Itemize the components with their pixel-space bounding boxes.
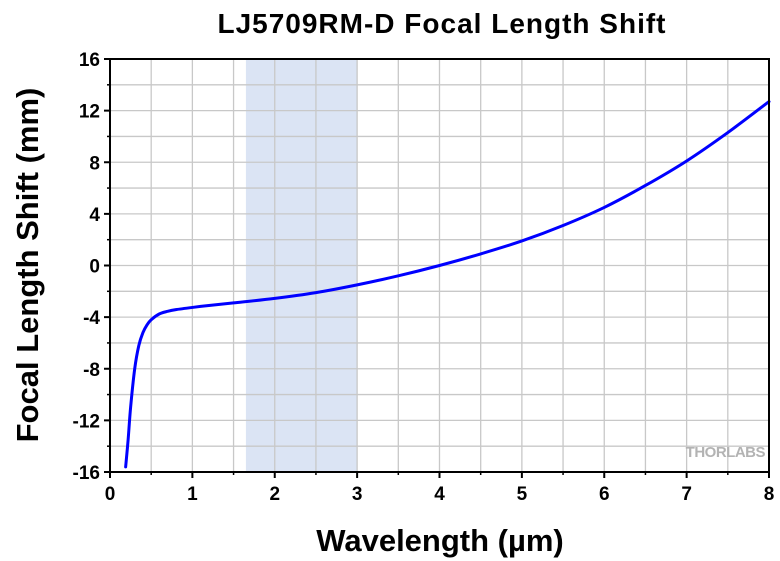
y-tick-label: 8 [89,153,100,174]
y-axis-label: Focal Length Shift (mm) [10,88,45,443]
grid-layer [110,59,769,472]
x-tick-label: 5 [517,484,528,505]
x-tick-label: 6 [599,484,610,505]
x-axis-label: Wavelength (µm) [316,523,564,558]
y-tick-label: 12 [79,102,100,123]
y-tick-labels: -16 -12 -8 -4 0 4 8 12 16 [73,50,101,484]
y-tick-label: -4 [83,308,100,329]
y-tick-label: -8 [83,360,100,381]
x-tick-label: 7 [681,484,692,505]
tick-layer [104,58,770,478]
x-tick-label: 8 [764,484,775,505]
y-tick-label: -12 [73,411,100,432]
series-layer [124,100,771,469]
chart-title: LJ5709RM-D Focal Length Shift [217,8,666,39]
x-tick-labels: 0 1 2 3 4 5 6 7 8 [105,484,775,505]
series-line-0 [124,100,771,469]
thorlabs-watermark: THORLABS [686,444,766,461]
y-tick-label: -16 [73,463,100,484]
y-tick-label: 0 [89,257,100,278]
x-tick-label: 1 [187,484,198,505]
y-tick-label: 16 [79,50,100,71]
x-tick-label: 0 [105,484,116,505]
y-tick-label: 4 [89,205,100,226]
x-tick-label: 4 [434,484,445,505]
x-tick-label: 2 [269,484,280,505]
x-tick-label: 3 [352,484,363,505]
